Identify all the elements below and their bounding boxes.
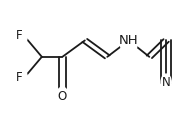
Ellipse shape [17, 69, 27, 86]
Text: N: N [162, 76, 171, 89]
Text: NH: NH [119, 34, 139, 47]
Ellipse shape [161, 74, 171, 91]
Text: F: F [16, 29, 22, 42]
Ellipse shape [120, 26, 138, 55]
Text: O: O [58, 90, 67, 103]
Text: F: F [16, 71, 22, 84]
Ellipse shape [57, 87, 68, 106]
Ellipse shape [17, 27, 27, 44]
